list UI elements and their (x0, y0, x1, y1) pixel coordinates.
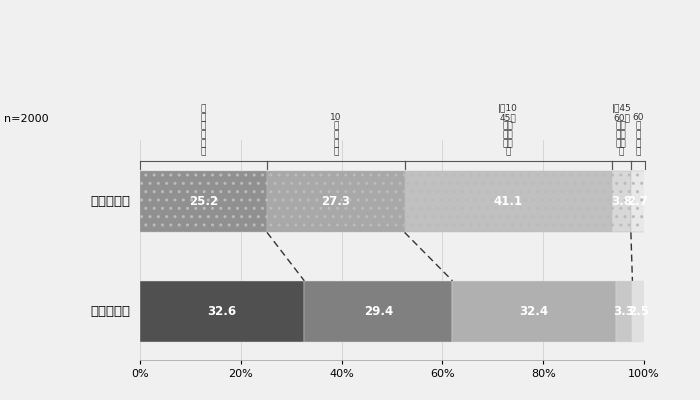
Text: |、10
45時
時間
間以
未上
満: |、10 45時 時間 間以 未上 満 (498, 104, 518, 156)
Bar (267, 171, 405, 232)
Bar (304, 281, 452, 342)
Bar (616, 281, 632, 342)
Text: 残
業
は
し
な
い: 残 業 は し な い (201, 104, 206, 156)
Text: 3.3: 3.3 (614, 305, 634, 318)
Text: コロナ祸後: コロナ祸後 (90, 305, 130, 318)
Text: 27.3: 27.3 (321, 195, 350, 208)
Text: コロナ祸前: コロナ祸前 (90, 195, 130, 208)
Text: 60
時
間
以
上: 60 時 間 以 上 (632, 113, 643, 156)
Text: 32.4: 32.4 (519, 305, 549, 318)
Text: 32.6: 32.6 (208, 305, 237, 318)
Bar (631, 171, 645, 232)
Bar (612, 171, 631, 232)
Bar (140, 281, 304, 342)
Text: n=2000: n=2000 (4, 114, 48, 124)
Text: 2.7: 2.7 (627, 195, 648, 208)
Text: 25.2: 25.2 (189, 195, 218, 208)
Bar (632, 281, 645, 342)
Bar (452, 281, 616, 342)
Text: 41.1: 41.1 (494, 195, 523, 208)
Text: |、45
60時
時間
間以
未上
満: |、45 60時 時間 間以 未上 満 (611, 104, 631, 156)
Text: 10
時
間
未
満: 10 時 間 未 満 (330, 113, 342, 156)
Text: 2.5: 2.5 (628, 305, 649, 318)
Text: 29.4: 29.4 (364, 305, 393, 318)
Bar (140, 171, 267, 232)
Bar (405, 171, 612, 232)
Text: 3.8: 3.8 (611, 195, 632, 208)
